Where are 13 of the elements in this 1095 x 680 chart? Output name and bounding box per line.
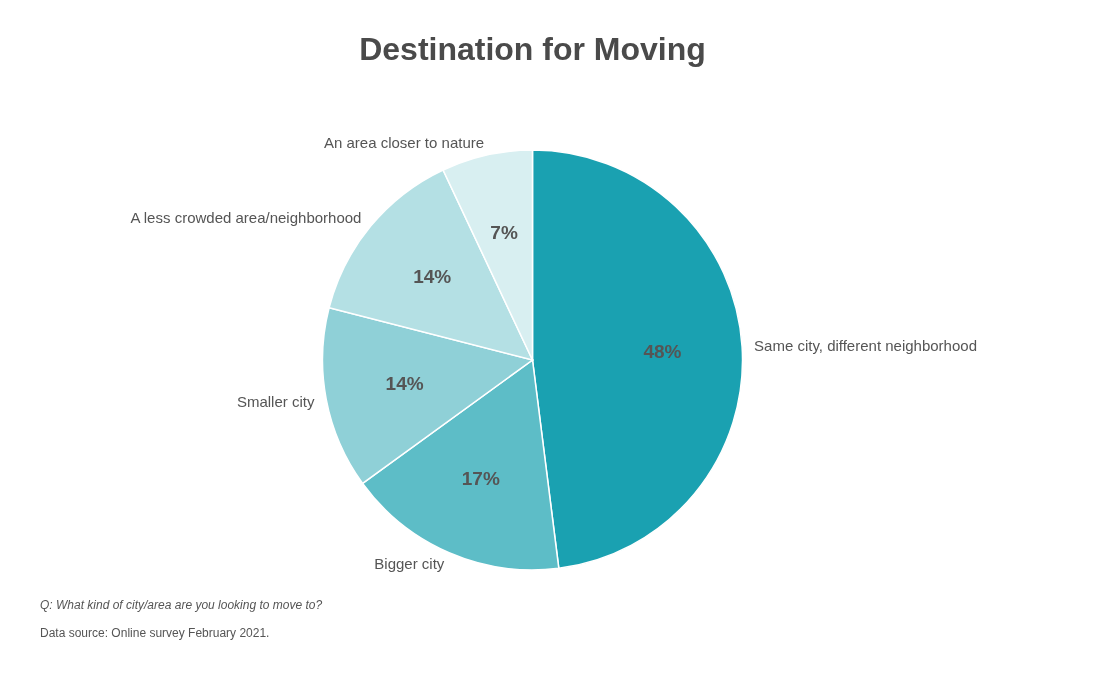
data-label: 14%	[385, 373, 424, 395]
data-label: 14%	[413, 266, 452, 288]
chart-title: Destination for Moving	[359, 31, 706, 67]
data-label: 17%	[461, 468, 500, 490]
text: Q: What kind of city/area are you looking to move to?	[40, 598, 323, 612]
slice-label: An area closer to nature	[323, 134, 485, 152]
slice-label: Smaller city	[236, 392, 315, 410]
data-label: 7%	[490, 221, 518, 243]
slice-label: Bigger city	[374, 554, 445, 572]
data-label: 48%	[643, 340, 682, 362]
source-note: Data source: Online survey February 2021.	[40, 626, 270, 640]
slice-label: Same city, different neighborhood	[754, 337, 977, 355]
slice-label: A less crowded area/neighborhood	[130, 209, 362, 227]
